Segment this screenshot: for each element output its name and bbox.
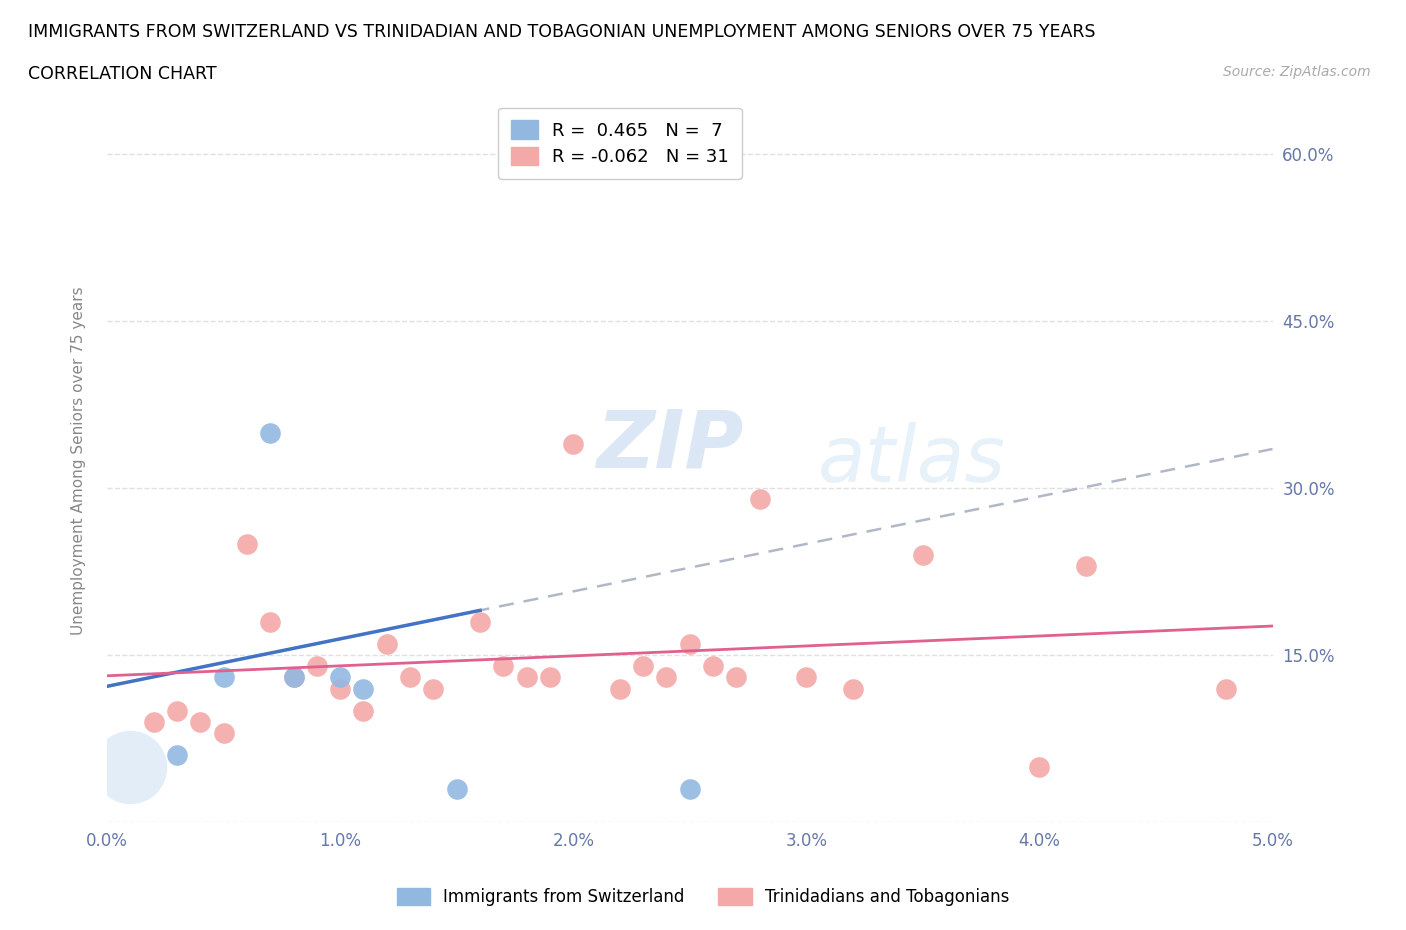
- Text: IMMIGRANTS FROM SWITZERLAND VS TRINIDADIAN AND TOBAGONIAN UNEMPLOYMENT AMONG SEN: IMMIGRANTS FROM SWITZERLAND VS TRINIDADI…: [28, 23, 1095, 41]
- Point: [166, 703, 188, 718]
- Point: [631, 659, 654, 674]
- Point: [609, 681, 631, 696]
- Point: [796, 670, 818, 684]
- Point: [702, 659, 724, 674]
- Point: [725, 670, 748, 684]
- Point: [748, 492, 770, 507]
- Text: atlas: atlas: [818, 422, 1005, 498]
- Point: [562, 436, 585, 451]
- Text: Source: ZipAtlas.com: Source: ZipAtlas.com: [1223, 65, 1371, 79]
- Point: [329, 681, 352, 696]
- Point: [353, 681, 375, 696]
- Point: [516, 670, 538, 684]
- Text: CORRELATION CHART: CORRELATION CHART: [28, 65, 217, 83]
- Point: [212, 670, 235, 684]
- Y-axis label: Unemployment Among Seniors over 75 years: Unemployment Among Seniors over 75 years: [72, 286, 86, 635]
- Point: [679, 637, 702, 652]
- Point: [142, 714, 165, 729]
- Point: [166, 748, 188, 763]
- Point: [212, 725, 235, 740]
- Point: [283, 670, 305, 684]
- Point: [329, 670, 352, 684]
- Point: [911, 548, 934, 563]
- Point: [399, 670, 422, 684]
- Point: [259, 615, 281, 630]
- Point: [188, 714, 211, 729]
- Point: [492, 659, 515, 674]
- Point: [283, 670, 305, 684]
- Text: ZIP: ZIP: [596, 407, 744, 485]
- Point: [446, 781, 468, 796]
- Point: [353, 703, 375, 718]
- Point: [120, 759, 142, 774]
- Point: [422, 681, 444, 696]
- Point: [305, 659, 328, 674]
- Point: [1074, 559, 1097, 574]
- Point: [468, 615, 491, 630]
- Point: [1028, 759, 1050, 774]
- Point: [538, 670, 561, 684]
- Point: [375, 637, 398, 652]
- Point: [655, 670, 678, 684]
- Point: [1215, 681, 1237, 696]
- Point: [236, 537, 259, 551]
- Point: [259, 425, 281, 440]
- Legend: Immigrants from Switzerland, Trinidadians and Tobagonians: Immigrants from Switzerland, Trinidadian…: [389, 881, 1017, 912]
- Point: [679, 781, 702, 796]
- Legend: R =  0.465   N =  7, R = -0.062   N = 31: R = 0.465 N = 7, R = -0.062 N = 31: [498, 108, 741, 179]
- Point: [842, 681, 865, 696]
